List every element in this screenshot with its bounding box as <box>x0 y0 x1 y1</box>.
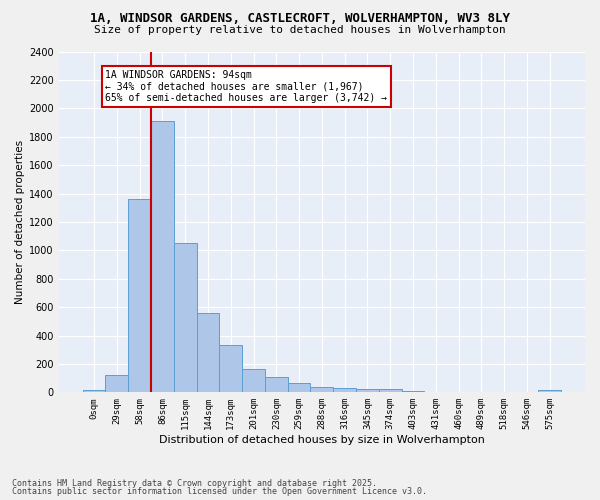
Bar <box>310 388 333 392</box>
Bar <box>333 388 356 392</box>
Text: Size of property relative to detached houses in Wolverhampton: Size of property relative to detached ho… <box>94 25 506 35</box>
Bar <box>242 369 265 392</box>
Bar <box>197 313 220 392</box>
Text: Contains public sector information licensed under the Open Government Licence v3: Contains public sector information licen… <box>12 487 427 496</box>
Bar <box>174 243 197 392</box>
Bar <box>356 389 379 392</box>
Bar <box>538 390 561 392</box>
Bar <box>401 391 424 392</box>
Text: 1A, WINDSOR GARDENS, CASTLECROFT, WOLVERHAMPTON, WV3 8LY: 1A, WINDSOR GARDENS, CASTLECROFT, WOLVER… <box>90 12 510 26</box>
Bar <box>379 390 401 392</box>
Bar <box>265 376 288 392</box>
Bar <box>220 345 242 393</box>
Bar <box>151 121 174 392</box>
Y-axis label: Number of detached properties: Number of detached properties <box>15 140 25 304</box>
Bar <box>106 374 128 392</box>
Text: 1A WINDSOR GARDENS: 94sqm
← 34% of detached houses are smaller (1,967)
65% of se: 1A WINDSOR GARDENS: 94sqm ← 34% of detac… <box>106 70 388 103</box>
X-axis label: Distribution of detached houses by size in Wolverhampton: Distribution of detached houses by size … <box>159 435 485 445</box>
Text: Contains HM Land Registry data © Crown copyright and database right 2025.: Contains HM Land Registry data © Crown c… <box>12 478 377 488</box>
Bar <box>288 383 310 392</box>
Bar <box>128 199 151 392</box>
Bar <box>83 390 106 392</box>
